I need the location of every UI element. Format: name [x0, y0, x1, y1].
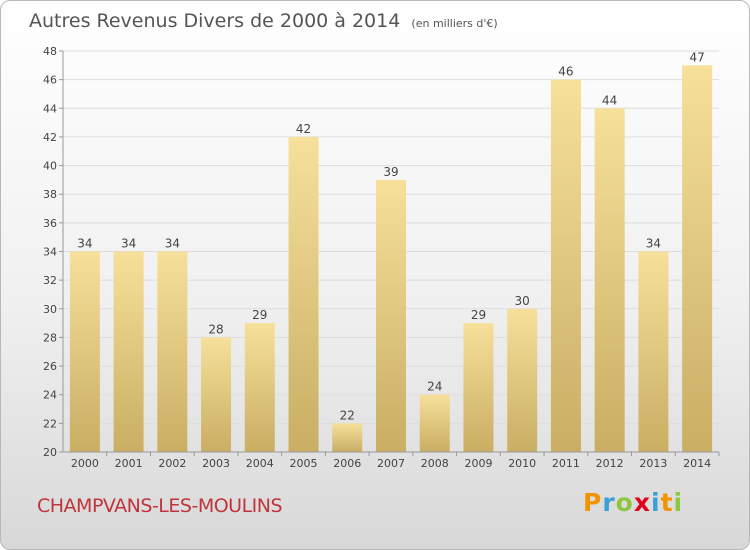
data-label: 29: [252, 308, 267, 322]
x-tick-label: 2002: [158, 457, 186, 470]
x-tick-label: 2004: [246, 457, 274, 470]
y-tick-label: 24: [43, 389, 57, 402]
data-label: 30: [515, 294, 530, 308]
title-unit: (en milliers d'€): [411, 17, 498, 30]
bar: [244, 323, 275, 452]
data-label: 28: [208, 322, 223, 336]
bar: [419, 394, 450, 452]
y-tick-label: 40: [43, 160, 57, 173]
data-label: 29: [471, 308, 486, 322]
chart-title: Autres Revenus Divers de 2000 à 2014 (en…: [29, 10, 498, 32]
y-tick-label: 36: [43, 217, 57, 230]
data-label: 34: [165, 237, 180, 251]
x-tick-label: 2009: [464, 457, 492, 470]
bar: [157, 251, 188, 452]
logo-letter: i: [673, 488, 684, 517]
x-tick-label: 2011: [552, 457, 580, 470]
x-tick-label: 2001: [115, 457, 143, 470]
bars: [69, 65, 713, 453]
data-label: 34: [77, 237, 92, 251]
x-tick-label: 2005: [290, 457, 318, 470]
data-label: 24: [427, 380, 442, 394]
bar: [507, 308, 538, 452]
y-tick-label: 26: [43, 360, 57, 373]
x-tick-label: 2014: [683, 457, 711, 470]
data-label: 44: [602, 93, 617, 107]
y-tick-label: 42: [43, 131, 57, 144]
bar: [201, 337, 232, 452]
x-tick-label: 2010: [508, 457, 536, 470]
labels: 20 22 24 26 28 30 32 34 36 38 40 42 44 46 48 34 2000 34 20…: [43, 45, 711, 470]
logo-letter: o: [615, 488, 634, 517]
logo-letter: t: [660, 488, 674, 517]
data-label: 34: [121, 237, 136, 251]
x-tick-label: 2000: [71, 457, 99, 470]
y-tick-label: 22: [43, 417, 57, 430]
bar: [113, 251, 144, 452]
y-tick-label: 28: [43, 331, 57, 344]
bar: [638, 251, 669, 452]
logo-letter: r: [602, 488, 616, 517]
x-tick-label: 2003: [202, 457, 230, 470]
logo-letter: P: [583, 488, 603, 517]
town-name: CHAMPVANS-LES-MOULINS: [37, 495, 283, 517]
y-tick-label: 46: [43, 74, 57, 87]
x-tick-label: 2008: [421, 457, 449, 470]
proxiti-logo: Proxiti: [583, 488, 683, 517]
y-tick-label: 20: [43, 446, 57, 459]
y-tick-label: 44: [43, 102, 57, 115]
y-tick-label: 38: [43, 188, 57, 201]
bar: [288, 136, 319, 452]
data-label: 39: [383, 165, 398, 179]
bar: [594, 108, 625, 453]
data-label: 22: [340, 408, 355, 422]
title-main: Autres Revenus Divers de 2000 à 2014: [29, 10, 401, 32]
bar: [332, 423, 363, 452]
logo-letter: i: [651, 488, 661, 517]
logo-letter: x: [633, 488, 651, 517]
x-tick-label: 2013: [639, 457, 667, 470]
x-tick-label: 2006: [333, 457, 361, 470]
data-label: 46: [558, 65, 573, 79]
bar: [550, 79, 581, 453]
y-tick-label: 34: [43, 246, 57, 259]
data-label: 42: [296, 122, 311, 136]
bar: [463, 323, 494, 452]
y-tick-label: 30: [43, 303, 57, 316]
bar: [69, 251, 100, 452]
data-label: 47: [689, 50, 704, 64]
bar: [682, 65, 713, 453]
data-label: 34: [646, 237, 661, 251]
axes: [59, 50, 720, 456]
y-tick-label: 32: [43, 274, 57, 287]
x-tick-label: 2007: [377, 457, 405, 470]
bar: [376, 179, 406, 452]
y-tick-label: 48: [43, 45, 57, 58]
x-tick-label: 2012: [596, 457, 624, 470]
